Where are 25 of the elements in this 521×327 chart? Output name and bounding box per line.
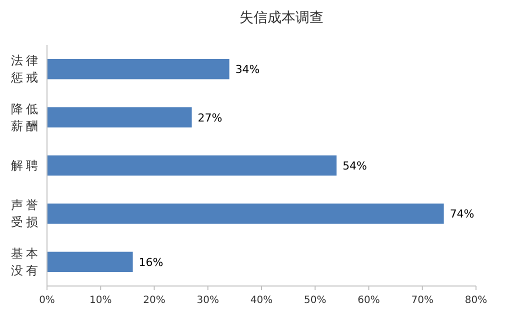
y-tick-label: 降低薪酬 <box>11 102 41 133</box>
data-label: 16% <box>138 256 164 269</box>
bar <box>47 155 337 176</box>
x-tick-label: 0% <box>39 295 55 306</box>
data-label: 34% <box>235 63 260 76</box>
data-label: 27% <box>198 111 222 124</box>
bar <box>47 204 444 224</box>
bar <box>47 252 133 272</box>
x-tick-label: 10% <box>90 295 112 306</box>
bar <box>47 58 230 80</box>
data-label: 54% <box>342 160 368 172</box>
x-tick-label: 70% <box>411 295 434 306</box>
x-tick-label: 60% <box>358 295 380 306</box>
x-tick-label: 30% <box>196 295 219 306</box>
x-tick-label: 50% <box>304 295 326 306</box>
y-tick-label: 基本没有 <box>11 246 41 278</box>
y-tick-label: 声誉受损 <box>11 198 41 230</box>
data-label: 74% <box>450 208 474 221</box>
chart-title: 失信成本调查 <box>240 10 324 26</box>
x-tick-label: 20% <box>143 295 166 306</box>
x-tick-label: 40% <box>250 295 273 306</box>
x-tick-label: 80% <box>464 295 488 306</box>
bar <box>47 107 192 128</box>
y-tick-label: 法律惩戒 <box>10 54 41 85</box>
y-tick-label: 解聘 <box>11 158 41 172</box>
